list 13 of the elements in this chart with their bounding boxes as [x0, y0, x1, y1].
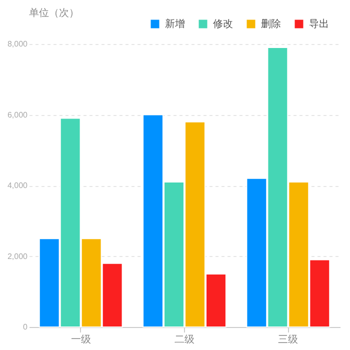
x-tick-label: 一级: [70, 334, 91, 346]
y-axis-title: 单位（次）: [29, 7, 79, 19]
y-tick-label: 4,000: [7, 181, 28, 190]
legend-label: 导出: [309, 18, 329, 30]
x-tick-label: 二级: [174, 334, 194, 346]
legend-label: 删除: [261, 18, 281, 30]
y-tick-label: 0: [23, 322, 28, 332]
legend-label: 新增: [165, 18, 185, 30]
y-tick-label: 8,000: [7, 40, 28, 48]
y-tick-label: 6,000: [7, 110, 28, 120]
legend-label: 修改: [213, 19, 233, 30]
x-tick-label: 三级: [278, 334, 298, 346]
y-tick-label: 2,000: [7, 252, 28, 261]
